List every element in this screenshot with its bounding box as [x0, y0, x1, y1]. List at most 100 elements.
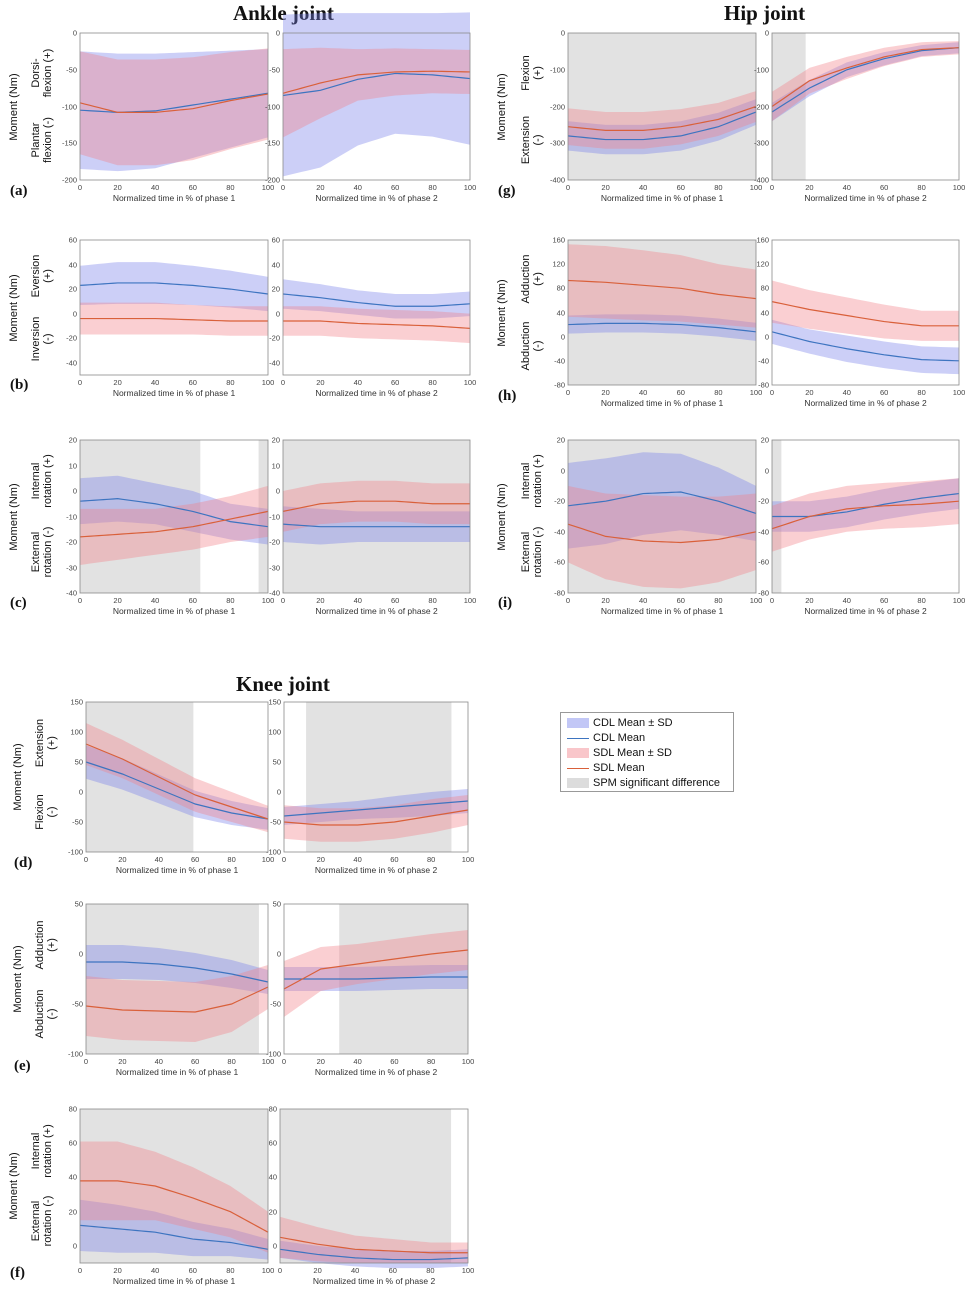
c-phase1-spm-region	[258, 440, 268, 593]
a-phase2-cdl-mean-line	[282, 72, 471, 97]
h-phase1-ytick: 80	[556, 283, 565, 293]
a-phase1-xtick: 20	[113, 183, 122, 192]
d-phase2-cdl-sd-band	[284, 789, 468, 825]
g-phase1-xtick: 0	[565, 183, 571, 192]
b-phase2-ytick: -40	[269, 358, 280, 368]
legend: CDL Mean ± SD CDL Mean SDL Mean ± SD SDL…	[560, 712, 734, 792]
e-phase2-frame	[283, 903, 469, 1055]
d-phase2-xtick: 40	[353, 855, 362, 864]
g-phase2-plot	[771, 32, 960, 181]
e-phase1-xlabel: Normalized time in % of phase 1	[115, 1067, 239, 1077]
a-phase2-xlabel: Normalized time in % of phase 2	[315, 193, 438, 203]
a-phase2-xtick: 0	[280, 183, 286, 192]
e-phase1-xtick: 0	[83, 1057, 89, 1066]
a-phase2-xtick: 20	[316, 183, 325, 192]
i-phase2-ytick: -40	[758, 527, 769, 537]
g-phase2-xtick: 0	[769, 183, 775, 192]
b-phase2-ytick: -20	[269, 333, 280, 343]
g-phase1-sdl-sd-band	[568, 91, 756, 149]
legend-spm: SPM significant difference	[567, 776, 720, 790]
c-phase2-xtick: 0	[280, 596, 286, 605]
a-phase1-ytick: -50	[66, 65, 77, 75]
h-phase2-xtick: 100	[952, 388, 966, 397]
b-phase1-frame	[79, 239, 269, 376]
g-phase2-xtick: 40	[842, 183, 851, 192]
a-phase1-xtick: 60	[188, 183, 197, 192]
c-phase2-cdl-mean-line	[282, 523, 470, 528]
e-phase2-ytick: -50	[270, 999, 281, 1009]
a-phase1-ytick: -150	[61, 138, 77, 148]
b-phase2-sdl-sd-band	[283, 306, 470, 344]
a-phase1-xtick: 80	[226, 183, 235, 192]
f-phase2-xtick: 100	[461, 1266, 475, 1275]
i-phase1-xlabel: Normalized time in % of phase 1	[600, 606, 724, 616]
b-pos-label: Eversion (+)	[30, 255, 54, 298]
a-phase1-xtick: 0	[77, 183, 83, 192]
d-phase1-ytick: 100	[70, 727, 83, 737]
f-phase1-xtick: 0	[77, 1266, 83, 1275]
h-phase2-sdl-sd-band	[772, 280, 959, 341]
d-phase1-sdl-mean-line	[85, 743, 269, 820]
c-phase1-cdl-mean-line	[79, 498, 269, 528]
h-phase2-frame	[771, 239, 960, 386]
legend-spm-label: SPM significant difference	[593, 777, 720, 789]
c-phase2-xtick: 80	[428, 596, 437, 605]
c-phase1-xtick: 60	[188, 596, 197, 605]
g-phase1-xtick: 20	[601, 183, 610, 192]
ankle-title: Ankle joint	[233, 1, 334, 25]
b-phase1-ytick: -40	[66, 358, 77, 368]
f-phase1-cdl-sd-band	[80, 1199, 268, 1260]
e-phase1-xtick: 60	[191, 1057, 200, 1066]
h-phase1-spm-region	[568, 240, 756, 385]
a-pos-label: Dorsi-flexion (+)	[30, 48, 54, 97]
d-phase1-xtick: 40	[154, 855, 163, 864]
a-phase2-ytick: -150	[264, 138, 280, 148]
g-pos-label: Flexion (+)	[520, 54, 544, 91]
a-phase1-ytick: -100	[61, 102, 77, 111]
c-phase2-xtick: 20	[316, 596, 325, 605]
i-phase1-ytick: -80	[554, 588, 565, 598]
a-phase2-cdl-sd-band	[283, 12, 470, 177]
e-neg-label: Abduction (-)	[34, 989, 58, 1038]
a-phase1-sdl-mean-line	[79, 93, 269, 113]
f-phase2-ytick: 40	[268, 1172, 277, 1182]
c-phase1-ytick: -20	[66, 537, 77, 547]
e-phase1-sdl-sd-band	[86, 965, 268, 1042]
b-phase2-ytick: 0	[275, 309, 280, 319]
g-phase2-cdl-mean-line	[771, 47, 960, 113]
g-phase1-ytick: -400	[549, 175, 565, 185]
c-phase2-xtick: 100	[463, 596, 477, 605]
f-phase2-cdl-mean-line	[279, 1248, 469, 1261]
i-phase1-xtick: 20	[601, 596, 610, 605]
a-phase1-ytick: 0	[72, 28, 77, 38]
h-phase2-xtick: 20	[805, 388, 814, 397]
c-phase2-ytick: -40	[269, 588, 280, 598]
c-phase2-xlabel: Normalized time in % of phase 2	[315, 606, 438, 616]
f-phase1-ytick: 0	[72, 1241, 77, 1251]
d-phase1-cdl-mean-line	[85, 761, 269, 820]
h-phase1-xtick: 40	[639, 388, 648, 397]
h-panel-letter: (h)	[498, 388, 517, 404]
a-phase2-plot	[282, 12, 471, 181]
h-phase1-frame	[567, 239, 757, 386]
e-phase1-ytick: 50	[74, 899, 83, 909]
b-phase1-cdl-sd-band	[80, 262, 268, 312]
legend-spm-swatch	[567, 778, 589, 788]
f-phase1-spm-region	[80, 1109, 268, 1263]
h-phase2-cdl-mean-line	[771, 331, 960, 362]
d-phase1-ytick: 0	[78, 787, 83, 797]
legend-cdl-mean: CDL Mean	[567, 731, 645, 745]
h-phase1-ytick: -40	[554, 356, 565, 366]
hip-title: Hip joint	[724, 1, 806, 25]
h-phase2-ytick: 40	[760, 308, 769, 317]
g-neg-label: Extension (-)	[520, 116, 544, 165]
e-phase1-ytick: -50	[72, 999, 83, 1009]
b-phase2-xtick: 0	[280, 378, 286, 387]
e-phase2-ytick: -100	[265, 1049, 281, 1059]
d-phase2-ytick: 0	[276, 787, 281, 797]
f-phase1-plot	[79, 1108, 269, 1264]
b-phase1-ytick: 60	[68, 235, 77, 245]
legend-cdl-mean-label: CDL Mean	[593, 732, 646, 744]
d-phase2-xtick: 100	[461, 855, 475, 864]
b-phase1-xlabel: Normalized time in % of phase 1	[112, 388, 236, 398]
